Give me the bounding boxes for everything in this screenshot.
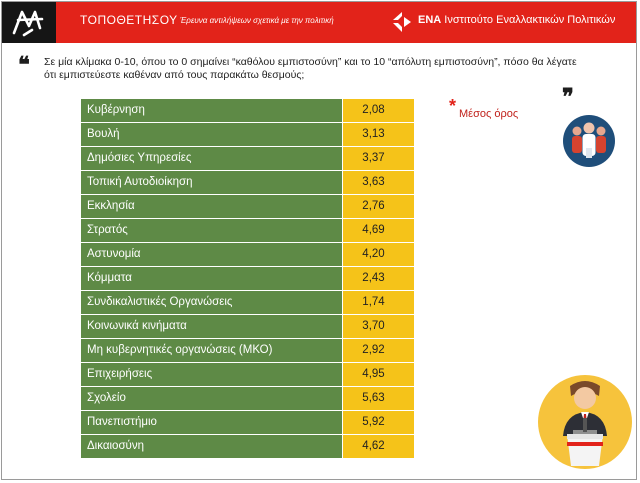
- table-row: Κόμματα 2,43: [81, 267, 414, 291]
- table-row: Επιχειρήσεις 4,95: [81, 363, 414, 387]
- topothetisou-logo-icon: [2, 2, 56, 43]
- mean-value: 2,43: [343, 267, 414, 290]
- trust-table: Κυβέρνηση 2,08 Βουλή 3,13 Δημόσιες Υπηρεσί…: [81, 98, 414, 459]
- institution-name: Μη κυβερνητικές οργανώσεις (ΜΚΟ): [81, 339, 343, 362]
- mean-value: 5,63: [343, 387, 414, 410]
- ena-logo-icon: [393, 12, 411, 32]
- table-row: Αστυνομία 4,20: [81, 243, 414, 267]
- institution-name: Επιχειρήσεις: [81, 363, 343, 386]
- org-name: ΕΝΑ Ινστιτούτο Εναλλακτικών Πολιτικών: [418, 14, 616, 26]
- mean-value: 2,76: [343, 195, 414, 218]
- institution-name: Βουλή: [81, 123, 343, 146]
- table-row: Δικαιοσύνη 4,62: [81, 435, 414, 459]
- table-row: Βουλή 3,13: [81, 123, 414, 147]
- table-row: Μη κυβερνητικές οργανώσεις (ΜΚΟ) 2,92: [81, 339, 414, 363]
- institution-name: Δικαιοσύνη: [81, 435, 343, 458]
- close-quote-icon: ❞: [562, 84, 574, 110]
- people-group-icon: [563, 115, 615, 167]
- header-bar: ΤΟΠΟΘΕΤΗΣΟΥ Έρευνα αντιλήψεων σχετικά με…: [2, 2, 636, 43]
- table-row: Συνδικαλιστικές Οργανώσεις 1,74: [81, 291, 414, 315]
- mean-value: 2,08: [343, 99, 414, 122]
- speaker-podium-icon: [538, 375, 632, 469]
- table-row: Σχολείο 5,63: [81, 387, 414, 411]
- table-row: Δημόσιες Υπηρεσίες 3,37: [81, 147, 414, 171]
- mean-value: 4,95: [343, 363, 414, 386]
- institution-name: Σχολείο: [81, 387, 343, 410]
- institution-name: Τοπική Αυτοδιοίκηση: [81, 171, 343, 194]
- table-row: Πανεπιστήμιο 5,92: [81, 411, 414, 435]
- institution-name: Πανεπιστήμιο: [81, 411, 343, 434]
- mean-value: 4,69: [343, 219, 414, 242]
- survey-question: Σε μία κλίμακα 0-10, όπου το 0 σημαίνει …: [44, 56, 577, 81]
- header-red-bar: ΤΟΠΟΘΕΤΗΣΟΥ Έρευνα αντιλήψεων σχετικά με…: [56, 2, 636, 43]
- table-row: Στρατός 4,69: [81, 219, 414, 243]
- institution-name: Εκκλησία: [81, 195, 343, 218]
- institution-name: Κυβέρνηση: [81, 99, 343, 122]
- institution-name: Δημόσιες Υπηρεσίες: [81, 147, 343, 170]
- table-row: Κυβέρνηση 2,08: [81, 99, 414, 123]
- legend-mean-label: Μέσος όρος: [459, 108, 519, 120]
- institution-name: Συνδικαλιστικές Οργανώσεις: [81, 291, 343, 314]
- mean-value: 1,74: [343, 291, 414, 314]
- table-row: Κοινωνικά κινήματα 3,70: [81, 315, 414, 339]
- mean-value: 5,92: [343, 411, 414, 434]
- institution-name: Κόμματα: [81, 267, 343, 290]
- header-title: ΤΟΠΟΘΕΤΗΣΟΥ: [80, 13, 178, 27]
- table-row: Εκκλησία 2,76: [81, 195, 414, 219]
- institution-name: Αστυνομία: [81, 243, 343, 266]
- mean-value: 3,63: [343, 171, 414, 194]
- open-quote-icon: ❝: [18, 52, 30, 78]
- mean-value: 3,37: [343, 147, 414, 170]
- table-row: Τοπική Αυτοδιοίκηση 3,63: [81, 171, 414, 195]
- mean-value: 4,20: [343, 243, 414, 266]
- institution-name: Στρατός: [81, 219, 343, 242]
- header-subtitle: Έρευνα αντιλήψεων σχετικά με την πολιτικ…: [180, 16, 334, 25]
- mean-value: 2,92: [343, 339, 414, 362]
- mean-value: 4,62: [343, 435, 414, 458]
- asterisk-icon: *: [449, 96, 457, 116]
- institution-name: Κοινωνικά κινήματα: [81, 315, 343, 338]
- mean-value: 3,70: [343, 315, 414, 338]
- mean-value: 3,13: [343, 123, 414, 146]
